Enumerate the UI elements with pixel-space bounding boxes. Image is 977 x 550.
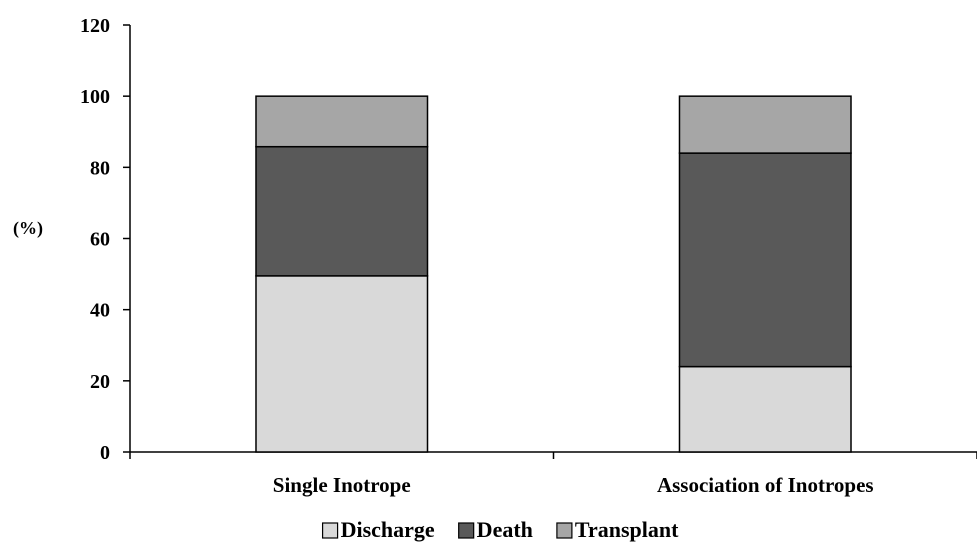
- legend-swatch: [458, 522, 475, 539]
- y-tick-label: 80: [90, 157, 110, 179]
- x-category-label: Single Inotrope: [273, 473, 411, 497]
- y-tick-label: 120: [80, 15, 110, 37]
- y-tick-label: 100: [80, 86, 110, 108]
- y-axis: 0 20 40 60 80 100 120: [80, 15, 131, 464]
- bar-group: [678, 95, 852, 453]
- bar-group: [255, 95, 429, 453]
- legend-label: Transplant: [575, 517, 679, 542]
- bar-segment-death: [255, 145, 429, 277]
- y-tick-label: 20: [90, 371, 110, 393]
- bar-segment-discharge: [678, 365, 852, 453]
- y-tick-label: 60: [90, 229, 110, 251]
- y-axis-label: (%): [13, 218, 43, 239]
- bar-segment-death: [678, 152, 852, 368]
- legend-label: Death: [477, 517, 533, 542]
- x-axis: Single Inotrope Association of Inotropes: [129, 451, 977, 497]
- legend-item-transplant: Transplant: [556, 517, 679, 542]
- bars: [255, 95, 852, 453]
- y-tick-label: 40: [90, 300, 110, 322]
- legend-swatch: [556, 522, 573, 539]
- bar-segment-transplant: [255, 95, 429, 148]
- legend-swatch: [321, 522, 339, 539]
- legend: Discharge Death Transplant: [321, 517, 679, 542]
- x-category-label: Association of Inotropes: [657, 473, 874, 497]
- legend-label: Discharge: [341, 517, 435, 542]
- bar-segment-transplant: [678, 95, 852, 154]
- legend-item-death: Death: [458, 517, 533, 542]
- legend-item-discharge: Discharge: [321, 517, 435, 542]
- bar-segment-discharge: [255, 275, 429, 453]
- y-tick-label: 0: [100, 442, 110, 464]
